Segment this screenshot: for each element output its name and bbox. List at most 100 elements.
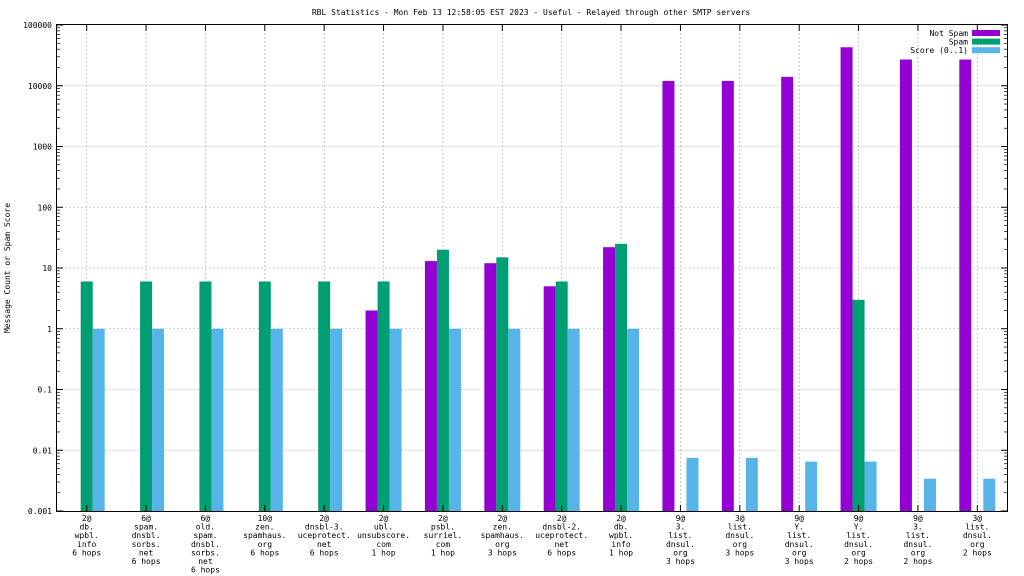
- x-tick-label-line: 2@: [438, 514, 448, 523]
- x-tick-label-line: 3 hops: [488, 548, 517, 557]
- legend-swatch: [972, 38, 1000, 45]
- x-tick-label-line: com: [376, 540, 391, 549]
- x-tick-label-line: 9@: [794, 514, 804, 523]
- x-tick-label: 2@ dnsbl-2. uceprotect. net 6 hops: [535, 514, 588, 557]
- bar-score-0-1: [923, 478, 936, 511]
- y-tick-label: 0.001: [28, 507, 52, 516]
- x-tick-label: 9@ Y. list. dnsul. org 2 hops: [844, 514, 873, 566]
- y-tick-label: 10000: [28, 82, 52, 91]
- x-tick-label-line: list.: [906, 531, 930, 540]
- x-tick-label-line: 2@: [497, 514, 507, 523]
- bar-not-spam: [899, 59, 912, 512]
- x-tick-label-line: 3.: [913, 523, 923, 532]
- x-tick-label-line: db.: [614, 523, 628, 532]
- legend-label: Score (0..1): [910, 46, 968, 55]
- plot-border: [56, 24, 1008, 512]
- x-tick-label-line: dnsul.: [903, 540, 932, 549]
- x-tick-label-line: 3.: [676, 523, 686, 532]
- bar-score-0-1: [567, 328, 580, 511]
- x-tick-label-line: 2 hops: [963, 548, 992, 557]
- x-tick-label-line: org: [970, 540, 985, 549]
- x-tick-label-line: dnsbl-3.: [305, 523, 344, 532]
- x-tick-label-line: dnsul.: [844, 540, 873, 549]
- x-tick-label-line: org: [911, 548, 926, 557]
- bar-score-0-1: [92, 328, 105, 511]
- x-tick-label-line: 2@: [379, 514, 389, 523]
- bar-score-0-1: [864, 461, 877, 511]
- bar-spam: [318, 281, 331, 511]
- x-tick-label: 10@ zen. spamhaus. org 6 hops: [243, 514, 286, 557]
- x-tick-label-line: dnsul.: [725, 531, 754, 540]
- bar-spam: [80, 281, 93, 511]
- x-tick-label: 2@ ubl. unsubscore. com 1 hop: [357, 514, 410, 557]
- x-tick-label-line: 10@: [258, 514, 273, 523]
- x-tick-label: 9@ Y. list. dnsul. org 3 hops: [785, 514, 814, 566]
- x-tick-label-line: psbl.: [431, 523, 455, 532]
- bar-not-spam: [959, 59, 972, 512]
- x-tick-label-line: org: [792, 548, 807, 557]
- x-tick-label-line: info: [611, 540, 630, 549]
- x-tick-label-line: 6 hops: [547, 548, 576, 557]
- x-tick-label-line: old.: [196, 523, 215, 532]
- bar-spam: [615, 243, 628, 512]
- x-tick-label: 9@ 3. list. dnsul. org 3 hops: [666, 514, 695, 566]
- bar-not-spam: [424, 261, 437, 511]
- x-tick-label-line: 1 hop: [609, 548, 633, 557]
- x-tick-label-line: org: [495, 540, 510, 549]
- x-tick-label-line: zen.: [493, 523, 512, 532]
- x-tick-label-line: org: [851, 548, 866, 557]
- bar-spam: [852, 299, 865, 511]
- x-tick-label-line: surriel.: [424, 531, 463, 540]
- x-tick-label-line: 6 hops: [250, 548, 279, 557]
- y-tick-label: 100000: [23, 21, 52, 30]
- legend-label: Spam: [949, 38, 968, 47]
- bar-not-spam: [721, 80, 734, 511]
- bar-spam: [436, 249, 449, 511]
- x-tick-label-line: dnsbl.: [191, 540, 220, 549]
- bar-score-0-1: [152, 328, 165, 511]
- bar-score-0-1: [627, 328, 640, 511]
- x-tick-label-line: unsubscore.: [357, 531, 410, 540]
- x-tick-label-line: org: [258, 540, 273, 549]
- bar-score-0-1: [448, 328, 461, 511]
- bar-spam: [199, 281, 212, 511]
- x-tick-label-line: net: [139, 548, 154, 557]
- bar-score-0-1: [983, 478, 996, 511]
- x-tick-label-line: dnsbl-2.: [542, 523, 581, 532]
- bar-spam: [555, 281, 568, 511]
- bar-score-0-1: [211, 328, 224, 511]
- x-tick-label-line: list.: [847, 531, 871, 540]
- x-tick-label-line: 6@: [201, 514, 211, 523]
- x-tick-label: 2@ psbl. surriel. com 1 hop: [424, 514, 463, 557]
- bar-score-0-1: [686, 457, 699, 511]
- x-tick-label-line: 6 hops: [72, 548, 101, 557]
- x-tick-label-line: Y.: [854, 523, 864, 532]
- x-tick-label: 6@ old. spam. dnsbl. sorbs. net 6 hops: [191, 514, 220, 575]
- x-tick-label: 2@ zen. spamhaus. org 3 hops: [481, 514, 524, 557]
- x-tick-label-line: 2@: [82, 514, 92, 523]
- x-tick-label-line: ubl.: [374, 523, 393, 532]
- x-tick-label-line: spamhaus.: [481, 531, 524, 540]
- chart-title: RBL Statistics - Mon Feb 13 12:58:05 EST…: [312, 8, 750, 17]
- x-tick-label: 3@ list. dnsul. org 3 hops: [725, 514, 754, 557]
- bar-score-0-1: [805, 461, 818, 511]
- x-tick-label-line: 6 hops: [310, 548, 339, 557]
- x-tick-label-line: info: [77, 540, 96, 549]
- y-tick-label: 100: [38, 203, 53, 212]
- x-tick-label-line: sorbs.: [132, 540, 161, 549]
- x-tick-label-line: 2 hops: [844, 557, 873, 566]
- y-tick-label: 1000: [33, 143, 52, 152]
- bar-not-spam: [543, 286, 556, 511]
- x-tick-label: 6@ spam. dnsbl. sorbs. net 6 hops: [132, 514, 161, 566]
- x-tick-label-line: 6 hops: [132, 557, 161, 566]
- x-tick-label-line: 9@: [854, 514, 864, 523]
- bars: [80, 47, 996, 512]
- legend-label: Not Spam: [929, 29, 968, 38]
- x-tick-label-line: com: [436, 540, 451, 549]
- x-tick-label-line: zen.: [255, 523, 274, 532]
- x-tick-label-line: 3 hops: [725, 548, 754, 557]
- x-tick-label: 3@ list. dnsul. org 2 hops: [963, 514, 992, 557]
- x-tick-label-line: 6@: [141, 514, 151, 523]
- x-tick-label: 9@ 3. list. dnsul. org 2 hops: [903, 514, 932, 566]
